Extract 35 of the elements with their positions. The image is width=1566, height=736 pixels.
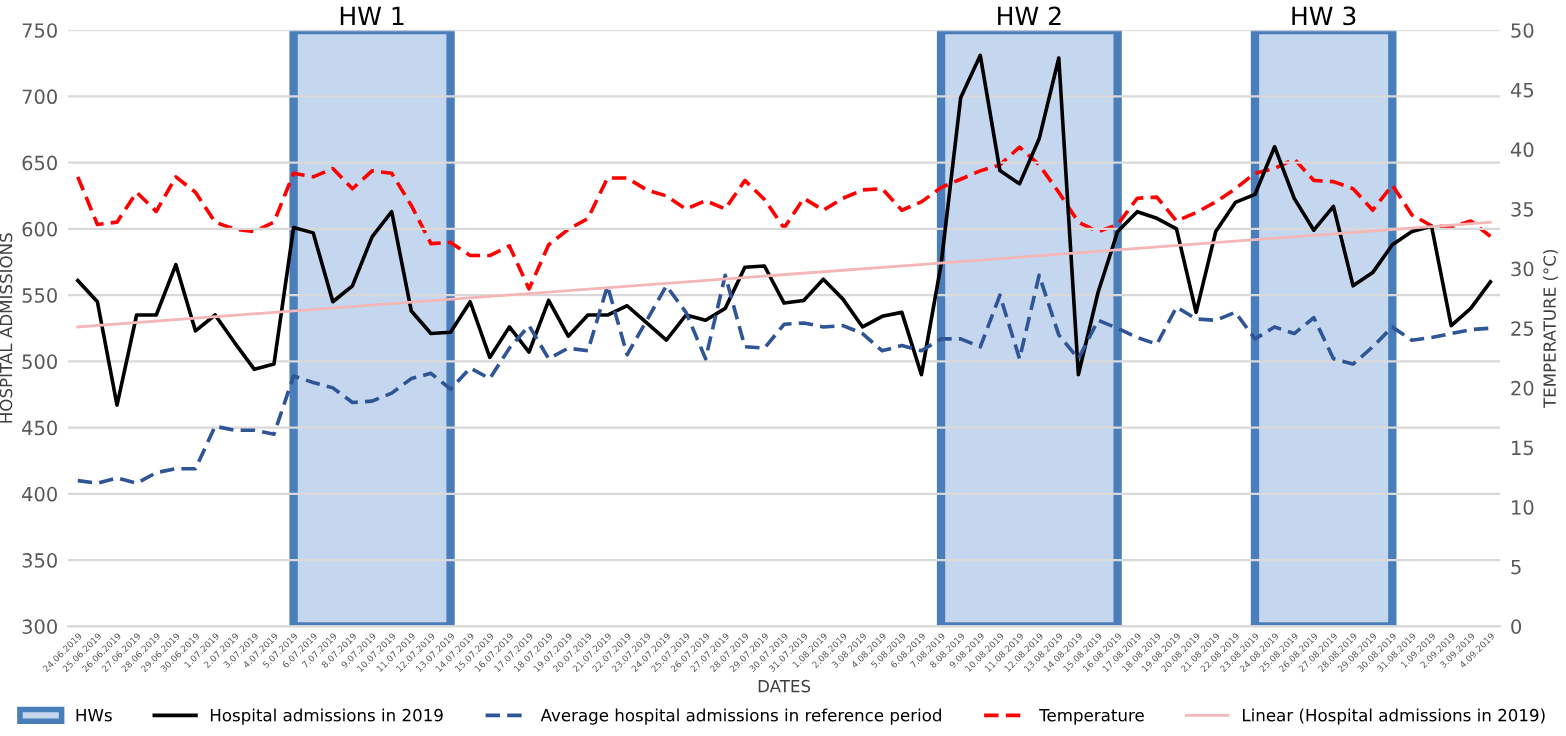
y-tick-label: 700 <box>22 89 57 105</box>
y-tick-label: 650 <box>22 155 57 171</box>
y2-tick-label: 15 <box>1512 440 1533 456</box>
y-tick-label: 500 <box>22 354 57 370</box>
y2-tick-label: 40 <box>1510 142 1534 158</box>
y-tick-label: 400 <box>22 486 57 502</box>
y2-tick-label: 5 <box>1511 559 1521 575</box>
band-label: HW 3 <box>1292 6 1356 26</box>
y-tick-label: 550 <box>22 288 57 303</box>
legend-label: Average hospital admissions in reference period <box>540 708 941 725</box>
text: HWs <box>76 709 112 722</box>
y-tick-label: 300 <box>22 619 57 634</box>
y-tick-label: 450 <box>22 420 57 436</box>
line-series <box>75 273 1493 486</box>
y2-tick-label: 10 <box>1512 500 1534 515</box>
legend-label: Linear (Hospital admissions in 2019) <box>1243 708 1545 725</box>
y-axis-title: HOSPITAL ADMISSIONS <box>0 233 13 423</box>
line-series <box>75 145 1493 291</box>
legend-label: Temperature <box>1039 709 1144 725</box>
y2-tick-label: 35 <box>1511 201 1533 217</box>
y2-axis-title: TEMPERATURE (°C) <box>1543 249 1558 409</box>
y-tick-label: 600 <box>22 221 57 237</box>
band-label: HW 1 <box>340 6 404 25</box>
x-axis-title: DATES <box>758 679 811 693</box>
y2-tick-label: 50 <box>1511 23 1534 38</box>
line-series <box>75 53 1493 407</box>
y-tick-label: 750 <box>22 23 57 38</box>
legend-label: Hospital admissions in 2019 <box>210 708 443 725</box>
y2-tick-label: 45 <box>1510 83 1533 98</box>
y2-tick-label: 20 <box>1511 380 1534 396</box>
band-label: HW 2 <box>998 6 1061 25</box>
y2-tick-label: 30 <box>1511 261 1534 277</box>
y-tick-label: 350 <box>22 553 57 568</box>
y2-tick-label: 25 <box>1511 321 1533 336</box>
y2-tick-label: 0 <box>1511 619 1522 634</box>
